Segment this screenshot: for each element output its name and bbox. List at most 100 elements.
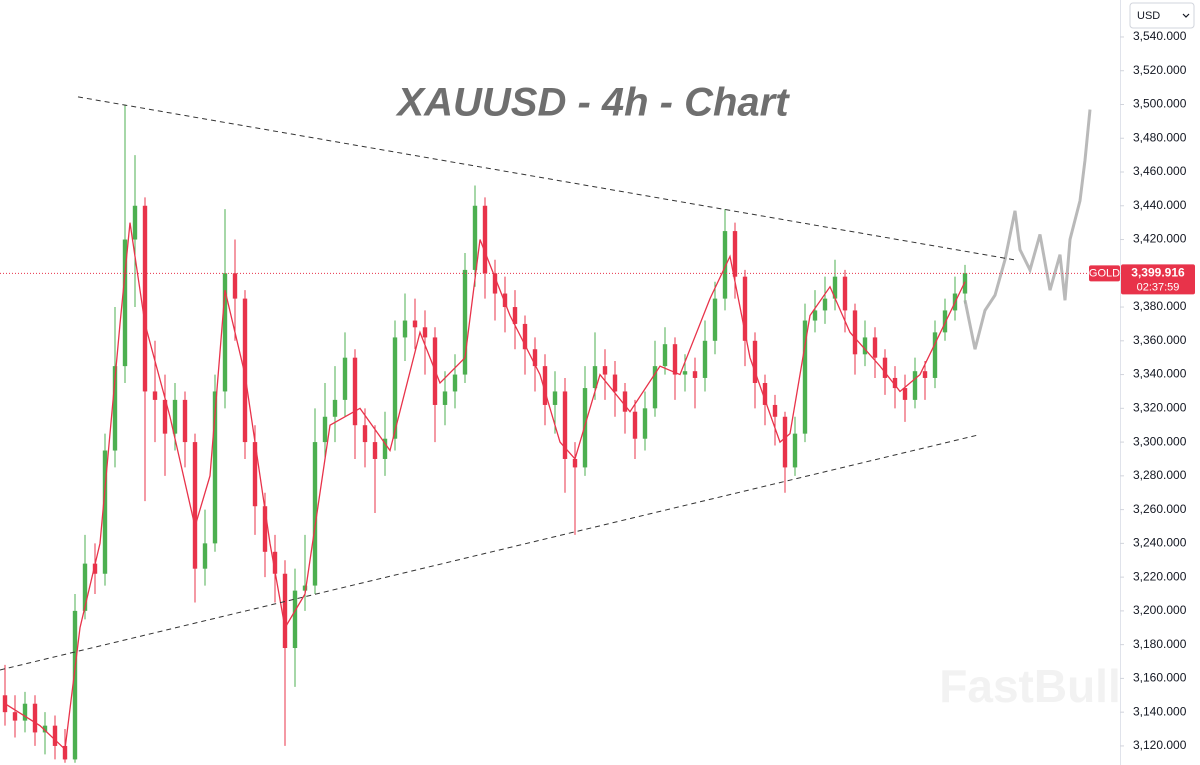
candle-body [102, 450, 108, 574]
candle-body [702, 340, 708, 378]
candle-body [162, 399, 168, 434]
candle-body [192, 442, 198, 569]
candle-body [852, 310, 858, 355]
projection-path [963, 109, 1092, 350]
candle-body [932, 332, 938, 378]
candle-body [562, 391, 568, 459]
candle-body [122, 239, 128, 367]
candle-body [782, 416, 788, 468]
y-tick-label: 3,180.000 [1133, 637, 1187, 651]
y-tick-label: 3,260.000 [1133, 502, 1187, 516]
candle-body [332, 399, 338, 417]
candle-body [762, 383, 768, 405]
candle-body [752, 340, 758, 384]
currency-label[interactable]: USD [1137, 10, 1160, 22]
candle-body [442, 391, 448, 405]
candle-body [552, 391, 558, 405]
candle-body [82, 563, 88, 611]
candle-body [382, 438, 388, 459]
moving-average [4, 222, 966, 751]
candle-body [712, 298, 718, 341]
candle-body [372, 442, 378, 459]
candle-body [42, 725, 48, 733]
candle-body [72, 610, 78, 760]
candle-body [22, 703, 28, 721]
candle-body [52, 725, 58, 746]
trendline [0, 434, 979, 671]
candle-body [312, 442, 318, 586]
y-tick-label: 3,440.000 [1133, 198, 1187, 212]
candle-body [282, 573, 288, 649]
price-tag [1121, 264, 1195, 295]
candle-body [722, 231, 728, 299]
candle-body [202, 543, 208, 569]
y-tick-label: 3,360.000 [1133, 333, 1187, 347]
candle-body [482, 205, 488, 274]
chart-title: XAUUSD - 4h - Chart [395, 81, 790, 125]
candle-body [92, 563, 98, 574]
candle-body [252, 442, 258, 507]
y-tick-label: 3,340.000 [1133, 367, 1187, 381]
candle-body [452, 374, 458, 392]
candle-body [302, 585, 308, 591]
candle-body [612, 374, 618, 392]
countdown-label: 02:37:59 [1137, 281, 1180, 293]
symbol-tag [1089, 265, 1120, 282]
candle-body [422, 327, 428, 338]
y-tick-label: 3,500.000 [1133, 97, 1187, 111]
y-tick-label: 3,460.000 [1133, 164, 1187, 178]
candle-body [262, 506, 268, 552]
currency-dropdown[interactable]: USD [1129, 2, 1195, 29]
candle-body [962, 273, 968, 294]
candle-body [272, 551, 278, 574]
candle-body [522, 323, 528, 350]
candle-body [242, 298, 248, 443]
candle-body [842, 276, 848, 311]
candle-body [172, 399, 178, 434]
dropdown-arrow[interactable] [1182, 13, 1190, 18]
y-tick-label: 3,320.000 [1133, 400, 1187, 414]
candle-body [502, 293, 508, 308]
candle-body [212, 391, 218, 544]
candle-body [362, 425, 368, 443]
candle-body [222, 273, 228, 392]
candle-body [862, 337, 868, 355]
candle-body [392, 337, 398, 439]
candle-body [812, 310, 818, 321]
y-tick-label: 3,160.000 [1133, 671, 1187, 685]
candle-body [672, 344, 678, 375]
candle-body [582, 388, 588, 468]
candle-body [232, 273, 238, 299]
candle-body [142, 205, 148, 392]
price-axis-panel [1120, 0, 1200, 765]
candle-body [152, 391, 158, 400]
candle-body [802, 320, 808, 434]
candle-body [462, 269, 468, 375]
candle-body [412, 320, 418, 328]
candle-body [792, 433, 798, 468]
candle-body [872, 337, 878, 358]
candle-body [322, 416, 328, 443]
dropdown-box[interactable] [1129, 2, 1195, 29]
candle-body [632, 411, 638, 439]
y-tick-label: 3,220.000 [1133, 569, 1187, 583]
candle-body [592, 366, 598, 389]
watermark: FastBull [939, 660, 1120, 712]
candle-body [822, 298, 828, 311]
candle-body [742, 276, 748, 341]
candle-body [342, 357, 348, 400]
y-tick-label: 3,520.000 [1133, 63, 1187, 77]
candle-body [62, 745, 68, 760]
y-tick-label: 3,480.000 [1133, 130, 1187, 144]
symbol-label: GOLD [1089, 267, 1120, 279]
y-tick-label: 3,140.000 [1133, 704, 1187, 718]
candle-body [882, 357, 888, 378]
candle-body [492, 273, 498, 294]
candle-body [912, 371, 918, 400]
candle-body [572, 458, 578, 468]
trendline [77, 96, 1016, 261]
candle-body [292, 590, 298, 649]
price-label: 3,399.916 [1131, 266, 1185, 280]
candles [2, 104, 968, 763]
